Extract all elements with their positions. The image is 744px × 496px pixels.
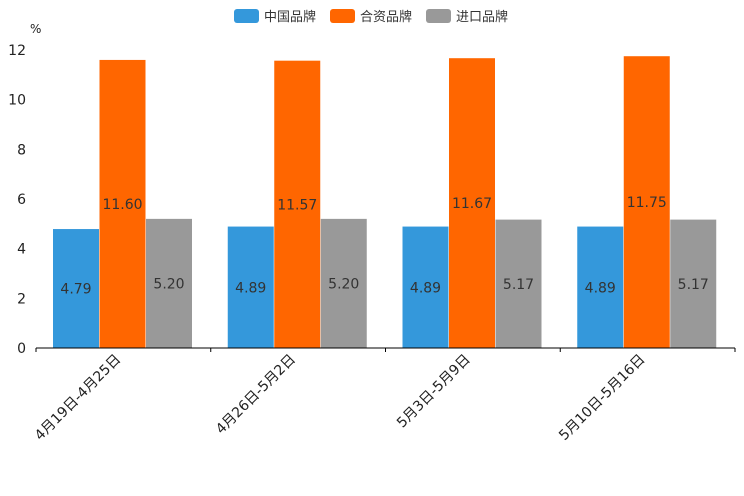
- y-tick-label: 0: [17, 341, 26, 357]
- bar-2-2: [274, 60, 321, 348]
- y-tick-label: 4: [17, 242, 26, 258]
- bar-1-2: [227, 226, 274, 348]
- y-tick-label: 12: [8, 43, 26, 59]
- bar-1-3: [402, 226, 449, 348]
- data-label: 5.20: [153, 276, 184, 292]
- bar-2-1: [99, 59, 146, 348]
- y-tick-label: 8: [17, 142, 26, 158]
- bar-2-4: [623, 56, 670, 348]
- x-category-label: 5月3日-5月9日: [394, 352, 474, 432]
- legend-swatch-1: [234, 9, 259, 23]
- legend: 中国品牌 合资品牌 进口品牌: [234, 9, 508, 25]
- bars: 4.79 11.60 5.20 4.89 11.57 5.20 4.89 11.67 5.17 4…: [53, 56, 717, 348]
- legend-label-3: 进口品牌: [456, 9, 508, 25]
- x-axis: 4月19日-4月25日 4月26日-5月2日 5月3日-5月9日 5月10日-5月16…: [32, 347, 736, 444]
- x-category-label: 4月26日-5月2日: [213, 352, 299, 438]
- bar-3-2: [320, 218, 367, 348]
- data-label: 4.79: [60, 282, 91, 298]
- legend-label-1: 中国品牌: [264, 9, 316, 25]
- bar-1-1: [53, 229, 99, 348]
- bar-3-4: [670, 219, 717, 348]
- bar-2-3: [449, 58, 495, 348]
- x-category-label: 5月10日-5月16日: [556, 352, 648, 444]
- y-axis-unit-label: %: [30, 22, 41, 36]
- y-axis: 0 2 4 6 8 10 12: [8, 43, 26, 357]
- data-label: 5.20: [328, 276, 359, 292]
- y-tick-label: 10: [8, 93, 26, 109]
- data-label: 11.57: [277, 197, 317, 213]
- data-label: 11.60: [102, 197, 142, 213]
- legend-swatch-3: [426, 9, 451, 23]
- data-label: 11.75: [627, 195, 667, 211]
- data-label: 11.67: [452, 196, 492, 212]
- x-category-label: 4月19日-4月25日: [32, 352, 124, 444]
- bar-1-4: [577, 226, 624, 348]
- legend-label-2: 合资品牌: [360, 9, 412, 25]
- data-label: 5.17: [678, 277, 709, 293]
- bar-3-3: [495, 219, 542, 348]
- y-tick-label: 6: [17, 192, 26, 208]
- data-label: 4.89: [235, 280, 266, 296]
- bar-3-1: [146, 218, 192, 348]
- data-label: 4.89: [410, 280, 441, 296]
- data-label: 4.89: [585, 280, 616, 296]
- data-label: 5.17: [503, 277, 534, 293]
- y-tick-label: 2: [17, 291, 26, 307]
- legend-swatch-2: [330, 9, 355, 23]
